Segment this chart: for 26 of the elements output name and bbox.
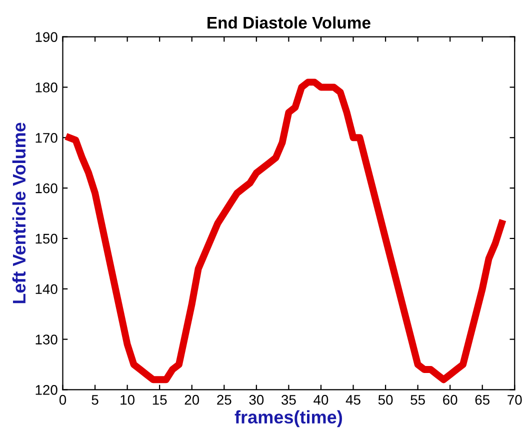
y-axis-title: Left Ventricle Volume xyxy=(12,122,26,304)
x-tick-label: 55 xyxy=(410,395,425,405)
x-tick-label: 35 xyxy=(282,394,296,405)
x-tick-label: 50 xyxy=(378,394,393,405)
x-tick-label: 30 xyxy=(249,394,264,405)
x-tick-label: 15 xyxy=(152,395,167,405)
x-tick-label: 25 xyxy=(217,394,232,405)
y-tick-label: 170 xyxy=(36,132,58,143)
x-tick-label: 5 xyxy=(92,395,98,405)
y-tick-label: 120 xyxy=(36,385,58,395)
x-tick-label: 70 xyxy=(508,394,522,405)
x-tick-label: 10 xyxy=(120,394,134,405)
x-tick-label: 20 xyxy=(184,394,200,405)
x-tick-label: 60 xyxy=(443,394,458,405)
x-tick-label: 0 xyxy=(59,394,66,405)
y-tick-label: 140 xyxy=(36,284,58,294)
x-tick-label: 45 xyxy=(346,395,360,405)
chart-title: End Diastole Volume xyxy=(208,16,370,29)
x-tick-label: 40 xyxy=(314,394,328,405)
y-tick-label: 150 xyxy=(36,234,58,244)
y-tick-label: 190 xyxy=(36,32,58,42)
x-tick-label: 65 xyxy=(475,394,490,405)
y-tick-label: 130 xyxy=(36,334,58,344)
y-tick-label: 160 xyxy=(36,183,58,194)
y-tick-label: 180 xyxy=(36,82,58,92)
x-axis-title: frames(time) xyxy=(234,410,342,428)
